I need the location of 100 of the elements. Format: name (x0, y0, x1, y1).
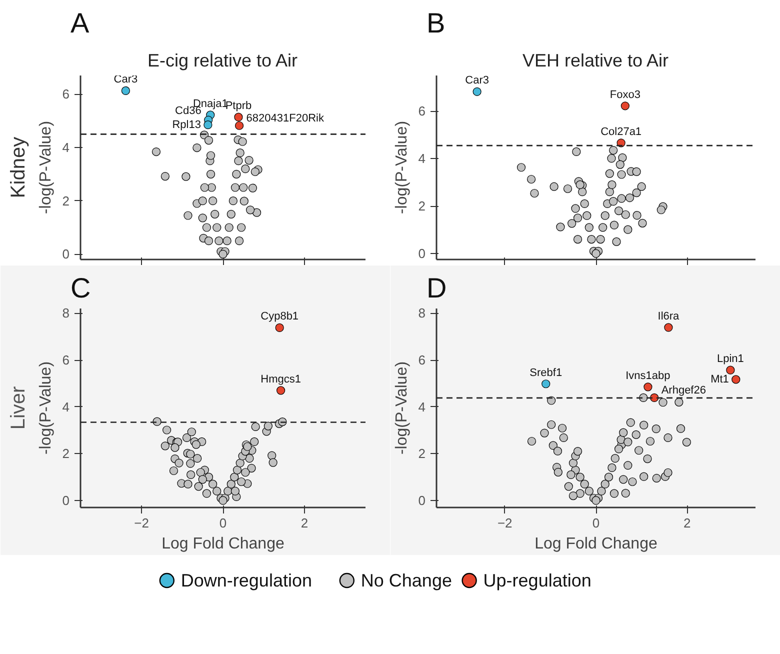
y-tick-label: 8 (418, 306, 426, 321)
y-tick-label: 2 (62, 193, 70, 208)
point (542, 380, 550, 388)
point (632, 430, 640, 439)
x-axis-title: Log Fold Change (162, 536, 284, 552)
point (674, 398, 684, 406)
point (604, 472, 614, 482)
point (640, 420, 648, 430)
y-tick-label: 6 (62, 86, 70, 102)
point (540, 428, 549, 438)
point (572, 147, 581, 156)
point (232, 466, 242, 474)
point (553, 446, 562, 456)
point (610, 220, 619, 230)
point (576, 180, 584, 190)
legend-label: Up-regulation (483, 570, 592, 590)
point (248, 184, 258, 192)
point (184, 211, 192, 220)
point (566, 470, 576, 480)
x-tick-label: −2 (497, 516, 512, 530)
x-tick-label: 2 (300, 516, 308, 530)
point (568, 458, 578, 468)
annotation: Mt1 (710, 373, 729, 386)
legend-label: No Change (360, 570, 452, 590)
point (650, 393, 659, 402)
x-tick-label: −2 (134, 516, 149, 530)
point (676, 424, 686, 433)
point (234, 156, 243, 166)
point (643, 454, 652, 464)
point (614, 206, 624, 216)
point (652, 424, 660, 434)
annotation: Ptprb (225, 100, 252, 112)
point (268, 451, 276, 460)
annotation: Il6ra (658, 310, 680, 322)
point (548, 441, 558, 450)
point (592, 249, 600, 258)
point (547, 420, 556, 429)
point (576, 489, 584, 498)
point (637, 182, 646, 191)
annotation: 6820431F20Rik (246, 112, 324, 125)
point (605, 169, 614, 178)
point (550, 182, 558, 191)
point (598, 223, 608, 232)
point (554, 468, 562, 476)
point (592, 496, 600, 505)
point (607, 154, 616, 163)
point (276, 386, 286, 395)
point (626, 418, 635, 427)
text: A (70, 8, 90, 38)
point (198, 214, 207, 222)
point (628, 477, 637, 486)
point (578, 188, 587, 196)
point (634, 446, 644, 455)
point (632, 167, 641, 176)
point (605, 188, 614, 196)
point (638, 218, 647, 228)
point (222, 236, 232, 246)
point (559, 433, 568, 442)
point (204, 136, 214, 145)
point (639, 393, 648, 402)
point (193, 454, 202, 463)
point (198, 196, 207, 206)
x-tick-label: 2 (684, 516, 691, 530)
chart-title: VEH relative to Air (522, 50, 669, 70)
point (619, 428, 628, 437)
chart-title: E-cig relative to Air (147, 50, 298, 70)
point (238, 137, 247, 146)
point (224, 223, 234, 232)
point (600, 211, 610, 220)
annotation: Foxo3 (610, 88, 640, 101)
point (244, 156, 254, 165)
y-tick-label: 0 (62, 246, 70, 262)
annotation: Srebf1 (530, 366, 562, 379)
point (186, 470, 196, 480)
y-tick-label: 0 (418, 492, 426, 508)
point (241, 468, 250, 477)
point (246, 206, 255, 214)
point (573, 235, 582, 244)
y-tick-label: 6 (62, 352, 70, 368)
point (200, 183, 209, 192)
point (609, 197, 618, 206)
point (202, 489, 212, 498)
point (640, 472, 648, 481)
y-tick-label: 4 (62, 399, 70, 414)
point (658, 398, 668, 407)
point (726, 366, 735, 374)
point (664, 433, 672, 442)
point (174, 458, 184, 468)
point (237, 477, 246, 486)
point (568, 492, 578, 500)
y-tick-label: 2 (418, 446, 426, 462)
point (527, 436, 536, 446)
point (530, 188, 539, 198)
annotation: Ivns1abp (626, 370, 670, 382)
point (228, 196, 238, 206)
point (614, 444, 624, 454)
point (208, 480, 218, 488)
annotation: Cyp8b1 (260, 310, 299, 323)
point (620, 102, 630, 110)
x-tick-label: 0 (219, 516, 227, 530)
